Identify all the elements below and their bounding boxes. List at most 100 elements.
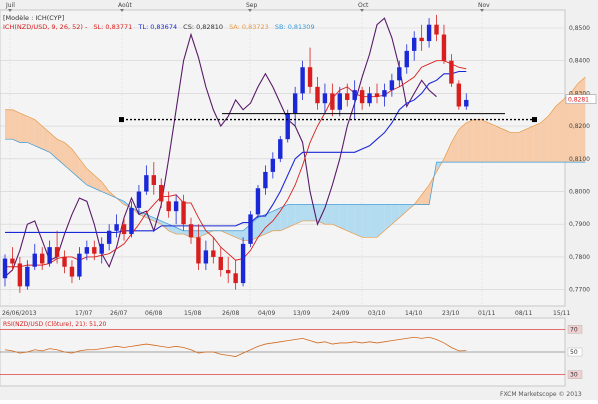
rsi-level-label: 30 <box>570 372 578 379</box>
month-marker <box>248 9 252 12</box>
date-tick-label: 26/06/2013 <box>2 310 37 317</box>
cloud-segment <box>481 119 489 163</box>
candle-body <box>374 93 380 97</box>
candle-body <box>92 247 97 254</box>
cloud-segment <box>27 116 35 146</box>
cloud-segment <box>228 230 236 238</box>
candle-body <box>300 67 305 94</box>
cloud-segment <box>198 230 206 238</box>
rsi-level-box <box>567 325 583 334</box>
month-marker <box>480 9 484 12</box>
month-marker <box>8 9 12 12</box>
cloud-segment <box>42 126 50 153</box>
date-tick-label: 01/11 <box>478 310 495 317</box>
cloud-segment <box>548 106 556 163</box>
candle-body <box>77 253 82 277</box>
candle-body <box>166 201 171 212</box>
date-tick-label: 13/09 <box>293 310 310 317</box>
cloud-segment <box>64 142 72 172</box>
candle-body <box>464 99 469 107</box>
price-axis: 0,8500 0,8400 0,8300 0,8200 0,8100 0,8000 0,79… <box>565 25 597 294</box>
date-tick-label: 15/08 <box>184 310 201 317</box>
candle-body <box>129 207 134 235</box>
cloud-segment <box>287 204 296 228</box>
kijun-sen-line <box>5 70 467 233</box>
candle-body <box>99 243 104 254</box>
cloud-segment <box>153 217 162 225</box>
candle-body <box>151 175 156 185</box>
candle-body <box>188 224 194 238</box>
candle-body <box>248 214 253 244</box>
candle-body <box>17 263 23 287</box>
current-price-box <box>565 94 597 104</box>
candle-body <box>322 93 328 104</box>
candle-body <box>173 201 179 212</box>
model-label: [Modèle : ICH(CYP] <box>3 14 64 22</box>
candle-body <box>285 113 290 140</box>
cloud-segment <box>257 214 266 238</box>
candle-body <box>226 270 231 274</box>
cloud-segment <box>176 227 184 235</box>
cloud-segment <box>473 119 482 163</box>
candle-body <box>389 80 395 91</box>
cloud-segment <box>540 116 549 163</box>
cloud-segment <box>34 119 43 150</box>
cloud-segment <box>421 184 430 205</box>
candle-body <box>144 175 149 192</box>
price-tick-label: 0,8500 <box>569 25 590 32</box>
cloud-segment <box>5 109 13 140</box>
date-tick-label: 26/08 <box>222 310 239 317</box>
month-labels: Juil Août Sep Oct Nov <box>5 2 490 12</box>
rsi-line <box>4 336 467 357</box>
date-tick-label: 04/09 <box>258 310 275 317</box>
indicator-summary: ICH(NZD/USD, 9, 26, 52) - SL: 0,83771 TL… <box>3 23 315 31</box>
cloud-segment <box>525 126 534 163</box>
month-label: Août <box>118 2 132 9</box>
cloud-segment <box>354 204 363 238</box>
candle-body <box>121 224 127 235</box>
ichimoku-cloud <box>5 77 586 241</box>
date-tick-label: 23/10 <box>442 310 459 317</box>
cloud-segment <box>332 204 340 228</box>
candle-body <box>449 60 454 84</box>
cloud-segment <box>563 93 571 163</box>
candle-body <box>419 37 424 42</box>
support-lines <box>119 113 537 123</box>
candle-body <box>32 253 37 267</box>
candle-body <box>84 247 90 254</box>
candle-body <box>345 93 350 100</box>
candle-body <box>159 184 164 202</box>
candle-body <box>397 67 402 81</box>
stat-tl: TL: 0,83674 <box>137 23 177 31</box>
date-tick-label: 24/09 <box>332 310 349 317</box>
rsi-level-box <box>567 370 583 379</box>
price-tick-label: 0,7700 <box>569 287 590 294</box>
date-tick-label: 14/10 <box>405 310 422 317</box>
cloud-segment <box>503 129 511 163</box>
cloud-segment <box>49 132 58 159</box>
candle-body <box>2 258 8 279</box>
date-tick-label: 06/08 <box>145 310 162 317</box>
senkou-span-a-line <box>5 76 586 241</box>
date-axis: 26/06/2013 17/07 26/07 06/08 15/08 26/08 04/09… <box>2 310 570 317</box>
cloud-segment <box>451 129 459 163</box>
candle-body <box>233 273 238 284</box>
candle-body <box>315 86 320 104</box>
cloud-segment <box>488 122 497 163</box>
candle-body <box>114 224 119 231</box>
month-label: Juil <box>5 2 15 9</box>
candle-body <box>203 250 209 264</box>
cloud-segment <box>339 204 348 231</box>
cloud-segment <box>101 181 110 195</box>
chikou-span-line <box>4 17 437 277</box>
price-tick-label: 0,7800 <box>569 254 590 261</box>
rsi-level-label: 50 <box>570 349 578 356</box>
candle-body <box>367 93 372 104</box>
cloud-segment <box>79 158 87 185</box>
cloud-segment <box>510 132 519 163</box>
price-tick-label: 0,8200 <box>569 123 590 130</box>
cloud-segment <box>19 113 28 143</box>
cloud-segment <box>466 119 474 163</box>
cloud-segment <box>555 99 563 163</box>
